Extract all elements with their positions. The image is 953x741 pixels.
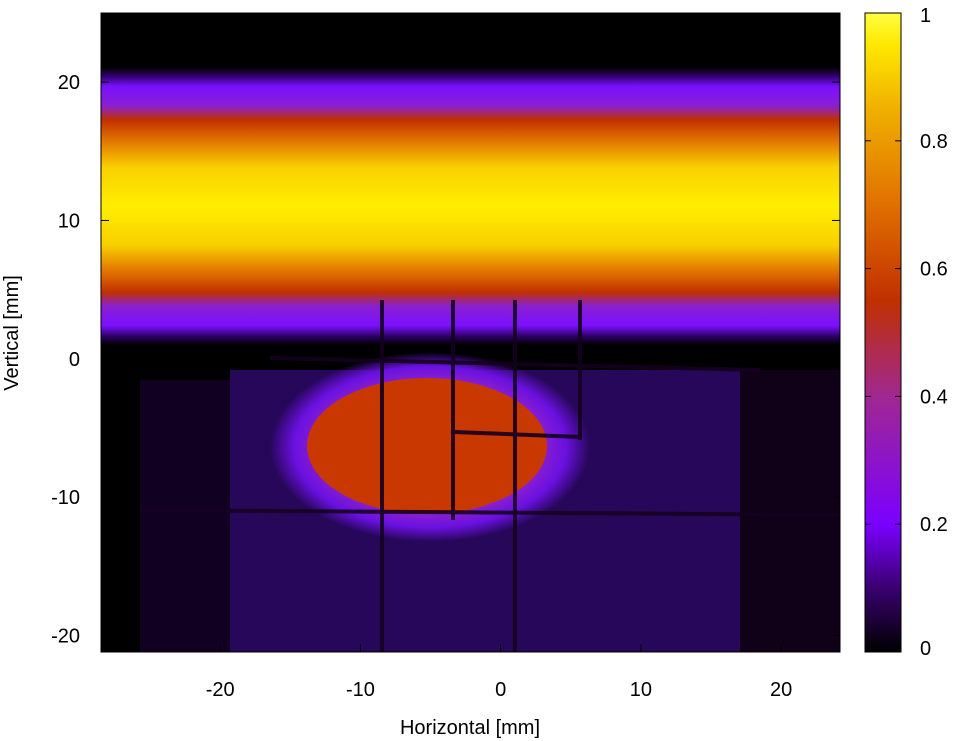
y-tick-label: 0 <box>69 349 80 371</box>
y-tick-label: 20 <box>58 72 80 94</box>
y-axis-label: Vertical [mm] <box>1 275 23 391</box>
x-tick-label: -10 <box>346 679 375 701</box>
top-band <box>101 67 840 345</box>
plot-frame <box>100 12 841 653</box>
x-tick-label: 10 <box>630 679 652 701</box>
colorbar-tick-label: 1 <box>920 5 931 27</box>
y-tick-label: -10 <box>51 487 80 509</box>
colorbar <box>864 12 902 653</box>
plot-area <box>101 13 840 652</box>
lower-halo-left <box>140 380 230 652</box>
y-axis: -20 -10 0 10 20 <box>51 72 840 647</box>
lower-halo-right <box>740 370 840 652</box>
x-tick-label: 0 <box>495 679 506 701</box>
x-axis: -20 -10 0 10 20 <box>206 13 792 701</box>
x-tick-label: -20 <box>206 679 235 701</box>
spot-core <box>307 378 547 514</box>
colorbar-tick-label: 0.8 <box>920 131 948 153</box>
colorbar-tick-label: 0.4 <box>920 386 948 408</box>
x-tick-label: 20 <box>770 679 792 701</box>
x-axis-label: Horizontal [mm] <box>400 717 540 739</box>
y-tick-label: 10 <box>58 210 80 232</box>
colorbar-tick-label: 0.6 <box>920 259 948 281</box>
colorbar-axis: 0 0.2 0.4 0.6 0.8 1 <box>865 5 948 660</box>
colorbar-tick-label: 0 <box>920 638 931 660</box>
grid-shadows <box>139 300 840 652</box>
colorbar-tick-label: 0.2 <box>920 514 948 536</box>
y-tick-label: -20 <box>51 625 80 647</box>
